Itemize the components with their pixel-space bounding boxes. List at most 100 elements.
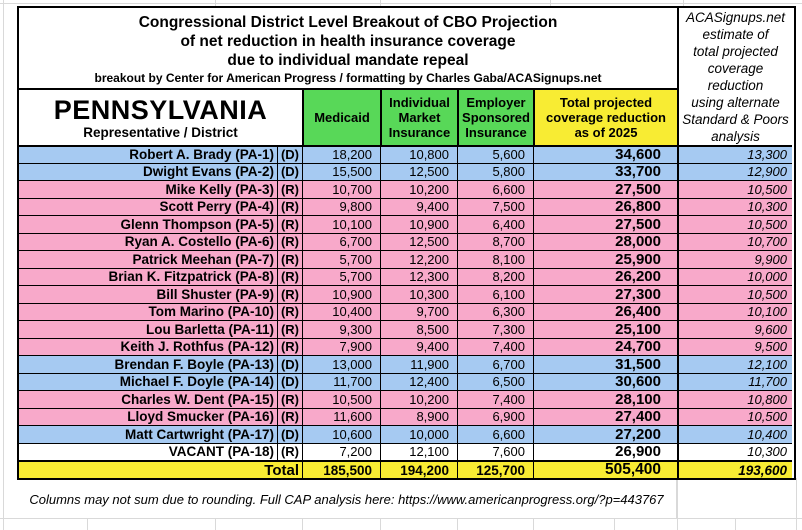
sp-estimate-value: 10,700 <box>677 232 792 250</box>
total-sp-estimate-value: 193,600 <box>677 460 792 478</box>
gridline-tick <box>550 0 551 6</box>
report-title: Congressional District Level Breakout of… <box>19 8 677 88</box>
gridline-tick <box>380 0 381 6</box>
individual-market-column-header: Individual Market Insurance <box>380 88 457 145</box>
party-label: (R) <box>277 407 302 425</box>
total-projected-value: 27,200 <box>533 425 677 443</box>
medicaid-value: 15,500 <box>302 162 380 180</box>
employer-sponsored-value: 7,500 <box>457 197 533 215</box>
gridline-horizontal-bottom <box>0 518 802 519</box>
total-medicaid-value: 185,500 <box>302 460 380 478</box>
medicaid-value: 5,700 <box>302 250 380 268</box>
individual-market-value: 12,400 <box>380 372 457 390</box>
district-representative: Scott Perry (PA-4) <box>19 197 277 215</box>
total-projected-value: 28,000 <box>533 232 677 250</box>
sp-estimate-value: 13,300 <box>677 145 792 163</box>
total-employer-sponsored-value: 125,700 <box>457 460 533 478</box>
total-projected-value: 505,400 <box>533 460 677 478</box>
sp-estimate-value: 10,000 <box>677 267 792 285</box>
district-representative: Ryan A. Costello (PA-6) <box>19 232 277 250</box>
gridline-tick <box>215 0 216 6</box>
party-label: (R) <box>277 180 302 198</box>
sp-estimate-value: 9,500 <box>677 337 792 355</box>
total-projected-value: 27,300 <box>533 285 677 303</box>
sp-estimate-value: 10,500 <box>677 407 792 425</box>
employer-sponsored-value: 6,700 <box>457 355 533 373</box>
gridline-vertical-left <box>3 0 4 530</box>
gridline-tick <box>796 478 797 530</box>
medicaid-value: 7,200 <box>302 442 380 460</box>
party-label: (R) <box>277 232 302 250</box>
gridline-tick <box>215 519 216 530</box>
individual-market-value: 10,800 <box>380 145 457 163</box>
individual-market-value: 9,400 <box>380 337 457 355</box>
employer-sponsored-value: 8,700 <box>457 232 533 250</box>
sp-estimate-value: 12,100 <box>677 355 792 373</box>
district-representative: Bill Shuster (PA-9) <box>19 285 277 303</box>
party-label: (D) <box>277 145 302 163</box>
sp-estimate-value: 10,500 <box>677 285 792 303</box>
total-projected-value: 26,200 <box>533 267 677 285</box>
individual-market-value: 10,900 <box>380 215 457 233</box>
individual-market-value: 12,500 <box>380 232 457 250</box>
individual-market-value: 9,700 <box>380 302 457 320</box>
total-row-label: Total <box>19 460 302 478</box>
district-representative: Tom Marino (PA-10) <box>19 302 277 320</box>
medicaid-value: 6,700 <box>302 232 380 250</box>
total-projected-value: 25,900 <box>533 250 677 268</box>
gridline-tick <box>533 519 534 530</box>
party-label: (D) <box>277 425 302 443</box>
sp-estimate-value: 9,900 <box>677 250 792 268</box>
party-label: (R) <box>277 320 302 338</box>
state-subtitle: Representative / District <box>83 124 238 140</box>
medicaid-value: 10,400 <box>302 302 380 320</box>
party-label: (R) <box>277 337 302 355</box>
individual-market-value: 11,900 <box>380 355 457 373</box>
total-projected-value: 27,500 <box>533 215 677 233</box>
district-representative: Patrick Meehan (PA-7) <box>19 250 277 268</box>
medicaid-value: 9,300 <box>302 320 380 338</box>
district-representative: Charles W. Dent (PA-15) <box>19 390 277 408</box>
gridline-tick <box>677 478 678 530</box>
sp-estimate-value: 10,300 <box>677 442 792 460</box>
sp-estimate-value: 9,600 <box>677 320 792 338</box>
gridline-tick <box>614 519 615 530</box>
state-name: PENNSYLVANIA <box>53 94 268 125</box>
medicaid-value: 10,500 <box>302 390 380 408</box>
employer-sponsored-value: 7,300 <box>457 320 533 338</box>
total-projected-value: 33,700 <box>533 162 677 180</box>
title-line-2: of net reduction in health insurance cov… <box>180 32 516 50</box>
district-representative: Brendan F. Boyle (PA-13) <box>19 355 277 373</box>
gridline-tick <box>457 519 458 530</box>
medicaid-value: 10,600 <box>302 425 380 443</box>
total-projected-value: 31,500 <box>533 355 677 373</box>
employer-sponsored-value: 6,600 <box>457 180 533 198</box>
individual-market-value: 10,000 <box>380 425 457 443</box>
gridline-horizontal-top <box>0 3 802 4</box>
gridline-tick <box>735 519 736 530</box>
gridline-tick <box>683 0 684 6</box>
district-representative: Mike Kelly (PA-3) <box>19 180 277 198</box>
sp-estimate-value: 10,300 <box>677 197 792 215</box>
title-byline: breakout by Center for American Progress… <box>94 70 602 85</box>
gridline-tick <box>87 519 88 530</box>
individual-market-value: 8,500 <box>380 320 457 338</box>
total-projected-value: 26,900 <box>533 442 677 460</box>
medicaid-value: 10,100 <box>302 215 380 233</box>
district-representative: Glenn Thompson (PA-5) <box>19 215 277 233</box>
total-projected-value: 27,500 <box>533 180 677 198</box>
employer-sponsored-value: 5,600 <box>457 145 533 163</box>
sp-estimate-value: 10,400 <box>677 425 792 443</box>
district-representative: Matt Cartwright (PA-17) <box>19 425 277 443</box>
medicaid-value: 11,600 <box>302 407 380 425</box>
medicaid-value: 10,900 <box>302 285 380 303</box>
total-individual-market-value: 194,200 <box>380 460 457 478</box>
gridline-tick <box>380 519 381 530</box>
individual-market-value: 10,300 <box>380 285 457 303</box>
party-label: (R) <box>277 302 302 320</box>
employer-sponsored-value: 7,600 <box>457 442 533 460</box>
party-label: (D) <box>277 372 302 390</box>
medicaid-value: 10,700 <box>302 180 380 198</box>
total-projected-value: 28,100 <box>533 390 677 408</box>
district-representative: VACANT (PA-18) <box>19 442 277 460</box>
